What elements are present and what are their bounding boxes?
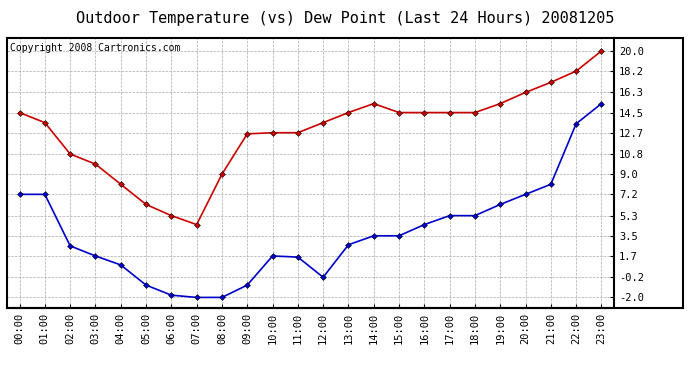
Text: Outdoor Temperature (vs) Dew Point (Last 24 Hours) 20081205: Outdoor Temperature (vs) Dew Point (Last… bbox=[76, 11, 614, 26]
Text: Copyright 2008 Cartronics.com: Copyright 2008 Cartronics.com bbox=[10, 43, 180, 53]
